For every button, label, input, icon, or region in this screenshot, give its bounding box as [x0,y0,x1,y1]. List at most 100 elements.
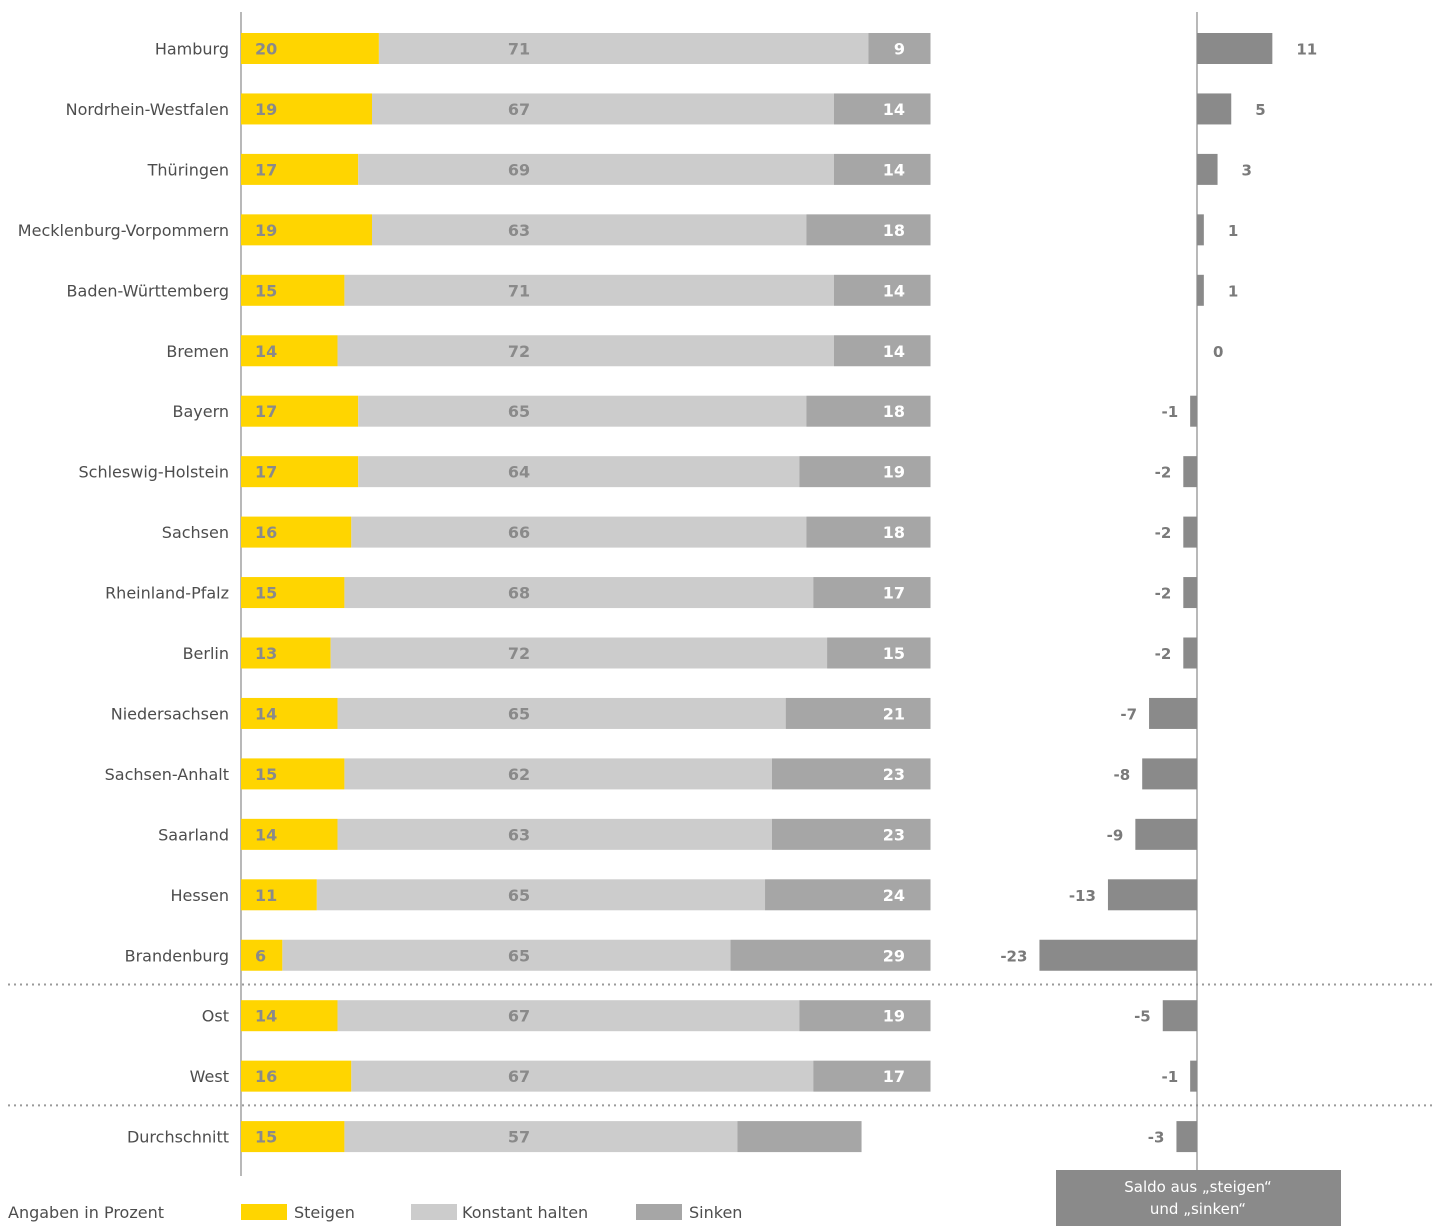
bar-sinken [813,1060,931,1092]
value-label-konstant: 57 [508,1128,530,1147]
bar-steigen [241,335,338,367]
saldo-title-line-1: Saldo aus „steigen“ [1124,1178,1271,1196]
row-baden-w-rttemberg: Baden-Württemberg 15 71 14 1 [67,274,1238,306]
category-label: West [190,1067,229,1086]
bar-saldo [1197,33,1273,64]
value-label-sinken: 29 [883,946,905,965]
value-label-sinken: 24 [883,886,905,905]
bar-saldo [1197,274,1204,306]
value-label-konstant: 72 [508,644,530,663]
value-label-steigen: 19 [255,221,277,240]
row-niedersachsen: Niedersachsen 14 65 21 -7 [111,697,1197,729]
bar-saldo [1190,395,1197,427]
value-label-konstant: 67 [508,1067,530,1086]
bar-sinken [730,939,931,971]
value-label-steigen: 14 [255,342,277,361]
legend-label-konstant: Konstant halten [462,1203,588,1222]
row-bayern: Bayern 17 65 18 -1 [172,395,1197,427]
value-label-steigen: 14 [255,704,277,723]
bar-sinken [737,1121,862,1153]
bar-saldo [1039,939,1197,971]
value-label-saldo: 0 [1213,343,1223,361]
category-label: Ost [202,1007,229,1026]
legend-swatch-konstant [411,1204,457,1220]
value-label-steigen: 15 [255,281,277,300]
value-label-steigen: 16 [255,523,277,542]
row-sachsen-anhalt: Sachsen-Anhalt 15 62 23 -8 [105,758,1197,790]
bar-saldo [1142,758,1197,790]
category-label: Hessen [170,886,229,905]
value-label-steigen: 17 [255,463,277,482]
category-label: Hamburg [155,40,229,59]
row-mecklenburg-vorpommern: Mecklenburg-Vorpommern 19 63 18 1 [18,214,1238,246]
value-label-sinken: 14 [883,100,905,119]
bar-sinken [799,1000,931,1032]
bar-steigen [241,1121,345,1153]
value-label-steigen: 15 [255,765,277,784]
value-label-saldo: 3 [1242,161,1252,179]
value-label-saldo: -2 [1155,585,1172,603]
legend-label-steigen: Steigen [294,1203,355,1222]
value-label-sinken: 19 [883,1007,905,1026]
saldo-title-line-2: und „sinken“ [1150,1200,1246,1218]
row-schleswig-holstein: Schleswig-Holstein 17 64 19 -2 [79,456,1197,488]
value-label-konstant: 63 [508,825,530,844]
value-label-saldo: -13 [1069,887,1096,905]
legend-swatch-sinken [636,1204,682,1220]
value-label-saldo: -2 [1155,464,1172,482]
bar-konstant [344,274,834,306]
bar-sinken [813,577,931,609]
row-th-ringen: Thüringen 17 69 14 3 [147,153,1252,185]
category-label: Mecklenburg-Vorpommern [18,221,229,240]
value-label-saldo: -3 [1148,1129,1165,1147]
category-label: Saarland [158,825,229,844]
bar-steigen [241,274,345,306]
bar-steigen [241,758,345,790]
value-label-sinken: 9 [894,40,905,59]
bar-saldo [1183,456,1197,488]
bar-steigen [241,456,359,488]
value-label-steigen: 16 [255,1067,277,1086]
legend-label-sinken: Sinken [689,1203,742,1222]
legend: Angaben in Prozent Steigen Konstant halt… [8,1170,1341,1226]
category-label: Baden-Württemberg [67,281,229,300]
value-label-steigen: 15 [255,1128,277,1147]
bar-konstant [344,577,814,609]
value-label-konstant: 62 [508,765,530,784]
bar-sinken [833,93,931,125]
value-label-sinken: 14 [883,160,905,179]
bar-sinken [833,274,931,306]
value-label-sinken: 18 [883,1128,905,1147]
bar-sinken [771,818,931,850]
bar-konstant [337,1000,800,1032]
row-hessen: Hessen 11 65 24 -13 [170,879,1197,911]
value-label-sinken: 23 [883,765,905,784]
bar-konstant [358,153,834,185]
value-label-konstant: 65 [508,402,530,421]
value-label-sinken: 21 [883,704,905,723]
value-label-saldo: 5 [1255,101,1265,119]
value-label-konstant: 72 [508,342,530,361]
bar-steigen [241,637,331,669]
value-label-sinken: 14 [883,342,905,361]
bar-saldo [1149,697,1197,729]
bar-sinken [833,153,931,185]
bar-saldo [1197,93,1232,125]
value-label-saldo: 1 [1228,282,1238,300]
bar-sinken [827,637,931,669]
bar-steigen [241,879,317,911]
bar-steigen [241,33,379,64]
legend-swatch-steigen [241,1204,287,1220]
bar-konstant [337,697,786,729]
bar-konstant [344,758,772,790]
bar-konstant [316,879,766,911]
bar-saldo [1135,818,1197,850]
row-hamburg: Hamburg 20 71 9 11 [155,33,1317,64]
row-sachsen: Sachsen 16 66 18 -2 [162,516,1197,548]
category-label: Sachsen-Anhalt [105,765,229,784]
bar-steigen [241,1000,338,1032]
bar-konstant [351,1060,814,1092]
value-label-steigen: 14 [255,825,277,844]
value-label-konstant: 71 [508,281,530,300]
